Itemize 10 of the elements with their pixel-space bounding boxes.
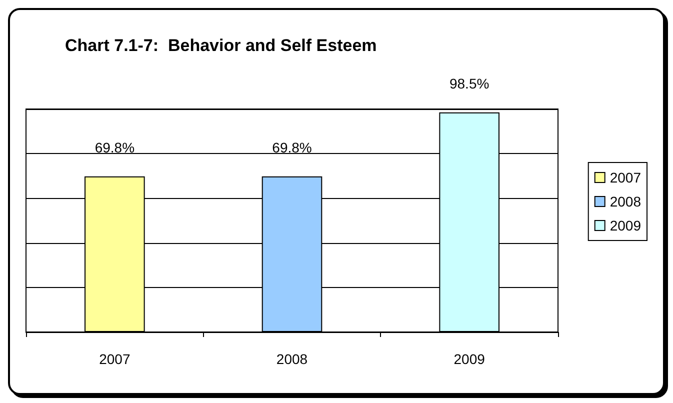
legend-label: 2008 bbox=[610, 194, 642, 210]
legend-label: 2009 bbox=[610, 218, 642, 234]
data-label: 69.8% bbox=[272, 139, 312, 156]
data-label: 98.5% bbox=[449, 75, 490, 92]
x-tick-label: 2008 bbox=[276, 351, 308, 367]
chart-title: Chart 7.1-7: Behavior and Self Esteem bbox=[65, 36, 377, 55]
x-tick-label: 2009 bbox=[454, 351, 486, 367]
x-tick-label: 2007 bbox=[99, 351, 130, 367]
legend-label: 2007 bbox=[610, 170, 642, 186]
data-label: 69.8% bbox=[94, 139, 135, 156]
